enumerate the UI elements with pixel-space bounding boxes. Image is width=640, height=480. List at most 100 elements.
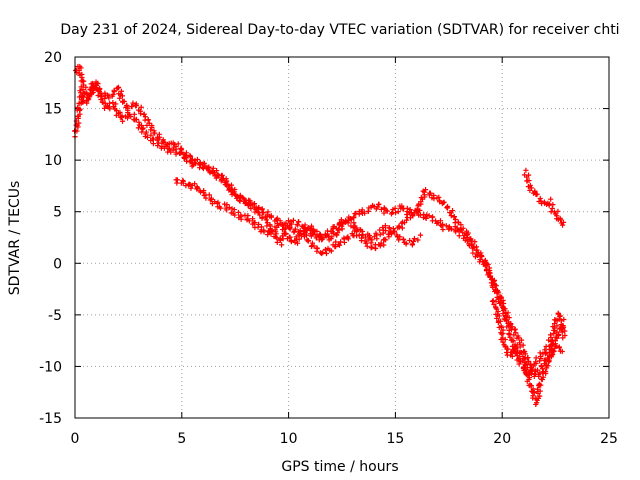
data-point	[86, 92, 92, 98]
data-point	[508, 337, 514, 343]
data-point	[487, 267, 493, 274]
data-point	[339, 221, 345, 227]
data-point	[491, 301, 497, 308]
data-point	[368, 240, 374, 246]
data-point	[133, 102, 139, 108]
data-point	[530, 393, 536, 399]
data-point	[265, 209, 271, 215]
data-point	[431, 192, 437, 198]
data-point	[206, 168, 213, 174]
data-point	[251, 220, 257, 226]
data-point	[80, 86, 86, 93]
data-point	[336, 242, 343, 248]
data-point	[261, 227, 267, 233]
data-point	[537, 350, 543, 356]
data-point	[517, 355, 523, 362]
data-point	[267, 227, 273, 233]
data-point	[291, 228, 298, 234]
data-point	[140, 125, 146, 131]
data-point	[496, 324, 502, 331]
data-point	[133, 116, 139, 122]
data-point	[325, 231, 331, 237]
data-point	[523, 167, 529, 173]
data-point	[549, 337, 556, 343]
data-point	[77, 72, 83, 78]
data-point	[474, 247, 480, 253]
data-point	[498, 294, 504, 300]
data-point	[101, 105, 108, 111]
data-point	[496, 318, 502, 324]
data-point	[513, 330, 519, 336]
data-point	[537, 393, 543, 399]
data-point	[166, 146, 172, 152]
data-point	[288, 238, 295, 245]
data-point	[369, 202, 376, 209]
data-point	[399, 225, 405, 231]
data-point	[505, 310, 511, 316]
data-point	[454, 225, 460, 231]
data-point	[135, 125, 142, 131]
data-point	[124, 102, 130, 108]
data-point	[240, 195, 246, 201]
data-point	[111, 104, 117, 110]
data-point	[478, 250, 484, 256]
data-point	[556, 345, 562, 351]
data-point	[170, 147, 176, 153]
data-point	[335, 230, 341, 236]
data-point	[492, 282, 498, 288]
data-point	[506, 315, 512, 321]
data-point	[111, 87, 117, 93]
data-point	[351, 214, 357, 220]
data-point	[486, 270, 492, 277]
data-point	[268, 213, 274, 219]
data-point	[537, 388, 543, 394]
data-point	[237, 198, 243, 204]
data-point	[304, 226, 311, 232]
data-point	[460, 230, 466, 236]
data-point	[237, 193, 244, 200]
data-point	[148, 127, 154, 133]
data-point	[392, 205, 398, 211]
data-point	[263, 217, 269, 223]
data-point	[358, 235, 365, 241]
data-point	[464, 231, 471, 238]
data-point	[502, 344, 508, 350]
data-point	[265, 232, 271, 238]
data-point	[98, 93, 104, 99]
data-point	[458, 222, 464, 228]
data-point	[119, 113, 125, 119]
data-point	[553, 334, 559, 340]
data-point	[391, 228, 397, 234]
data-point	[192, 181, 198, 187]
data-point	[451, 214, 457, 220]
data-point	[372, 245, 378, 251]
series-trace-e	[489, 298, 568, 381]
data-point	[417, 207, 423, 213]
data-point	[538, 363, 544, 369]
data-point	[309, 240, 316, 246]
data-point	[232, 191, 238, 197]
data-point	[336, 227, 342, 233]
data-point	[213, 175, 219, 181]
data-point	[525, 172, 532, 178]
data-point	[188, 185, 194, 191]
data-point	[408, 209, 414, 216]
series-layer	[71, 63, 568, 408]
data-point	[273, 216, 279, 223]
data-point	[382, 223, 389, 229]
data-point	[174, 177, 180, 183]
data-point	[125, 105, 131, 111]
data-point	[527, 187, 533, 194]
data-point	[444, 205, 450, 211]
data-point	[333, 239, 339, 245]
data-point	[536, 381, 542, 387]
data-point	[415, 237, 421, 243]
data-point	[353, 228, 359, 235]
data-point	[180, 177, 186, 184]
data-point	[550, 352, 556, 358]
data-point	[383, 237, 389, 243]
data-point	[411, 235, 418, 242]
data-point	[258, 224, 265, 230]
data-point	[500, 339, 506, 345]
data-point	[228, 182, 235, 188]
